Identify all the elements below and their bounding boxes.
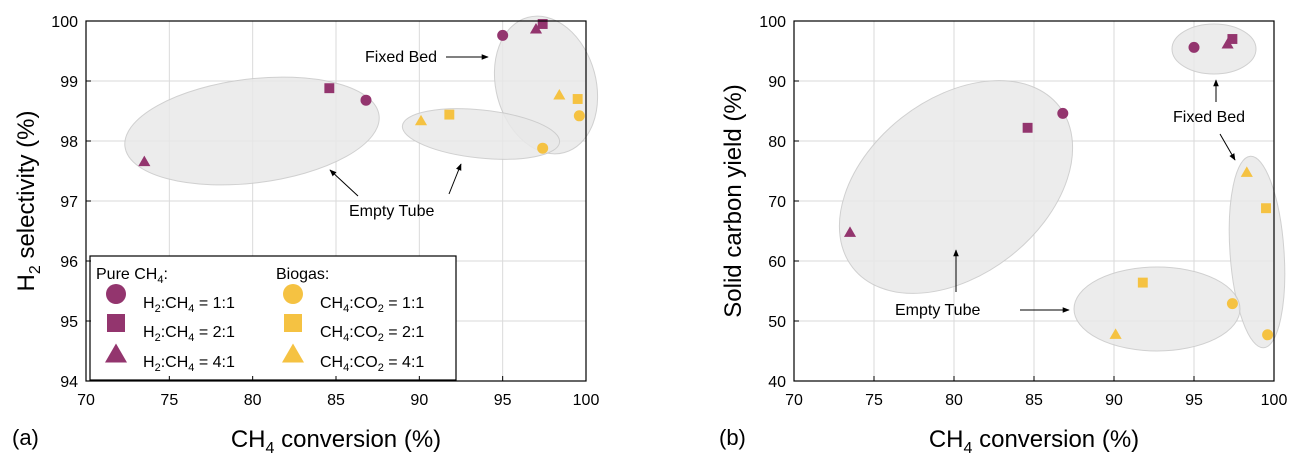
- panel-a-point-square-purple: [324, 83, 335, 94]
- panel-a-point-triangle-yellow: [414, 114, 428, 126]
- panel-b-point-triangle-purple: [1221, 38, 1234, 49]
- panel-a-xtick-label: 85: [327, 392, 345, 409]
- panel-b-xlabel: CH4 conversion (%): [929, 426, 1139, 455]
- ellipse-fixed-bed-b: [1171, 23, 1257, 75]
- panel-a-point-triangle-yellow: [553, 89, 566, 100]
- panel-a-xtick-label: 95: [494, 392, 512, 409]
- arrow-fixed-bed-b-down: [1219, 133, 1236, 161]
- panel-b-point-square-yellow: [1261, 203, 1271, 214]
- panel-a: Fixed Bed Empty Tube Pure CH4: Biogas: H…: [12, 14, 599, 455]
- panel-b-ytick-label: 50: [768, 314, 786, 331]
- annotation-fixed-bed-b: Fixed Bed: [1173, 109, 1245, 126]
- panel-a-ytick-label: 97: [60, 194, 78, 211]
- panel-a-point-triangle-purple: [138, 155, 151, 167]
- panel-b-ylabel: Solid carbon yield (%): [720, 84, 747, 317]
- legend-label-h2ch4-2-1: H2:CH4 = 2:1: [143, 324, 235, 344]
- panel-a-ylabel: H2 selectivity (%): [13, 111, 44, 292]
- panel-a-ytick-label: 96: [60, 254, 78, 271]
- panel-a-point-square-purple: [537, 19, 548, 29]
- panel-b-point-circle-yellow: [1226, 298, 1238, 310]
- panel-b-ytick-label: 90: [768, 74, 786, 91]
- panel-b-xtick-label: 75: [865, 392, 883, 409]
- legend-markers: [105, 284, 304, 363]
- panel-b-xtick-label: 70: [785, 392, 803, 409]
- arrow-empty-tube-a-right: [448, 163, 462, 195]
- panel-a-point-square-yellow: [444, 109, 455, 120]
- panel-b-xtick-label: 95: [1185, 392, 1203, 409]
- panel-b-ytick-label: 60: [768, 254, 786, 271]
- panel-a-ellipses: [124, 15, 599, 186]
- legend-label-h2ch4-1-1: H2:CH4 = 1:1: [143, 295, 235, 315]
- legend-biogas-header: Biogas:: [276, 266, 329, 283]
- panel-b-point-triangle-yellow: [1109, 328, 1122, 339]
- panel-a-point-circle-yellow: [537, 142, 549, 154]
- panel-b-point-circle-yellow: [1262, 329, 1274, 341]
- legend-marker-square-purple: [107, 314, 125, 332]
- panel-b-xtick-label: 90: [1105, 392, 1123, 409]
- panel-a-point-square-yellow: [572, 94, 583, 104]
- legend-marker-triangle-yellow: [282, 343, 304, 363]
- panel-b-point-circle-purple: [1188, 41, 1200, 53]
- legend: Pure CH4: Biogas: H2:CH4 = 1:1 H2:CH4 = …: [89, 255, 457, 381]
- panel-a-ytick-label: 100: [51, 14, 78, 31]
- panel-b-xtick-label: 85: [1025, 392, 1043, 409]
- panel-a-point-circle-yellow: [573, 110, 585, 122]
- panel-a-point-circle-purple: [497, 29, 509, 41]
- panel-a-ytick-label: 94: [60, 374, 78, 391]
- legend-label-h2ch4-4-1: H2:CH4 = 4:1: [143, 354, 235, 374]
- annotation-empty-tube-b: Empty Tube: [895, 302, 980, 319]
- panel-b-points: [843, 34, 1274, 341]
- panel-b-xtick-label: 80: [945, 392, 963, 409]
- panel-b-point-circle-purple: [1057, 107, 1069, 119]
- arrow-empty-tube-a-left: [329, 169, 359, 197]
- legend-marker-triangle-purple: [105, 343, 127, 363]
- ellipse-empty-tube-b-right: [1073, 266, 1241, 352]
- annotation-empty-tube-a: Empty Tube: [349, 203, 434, 220]
- panel-b-ytick-label: 40: [768, 374, 786, 391]
- legend-marker-square-yellow: [284, 314, 302, 332]
- panel-b-ytick-label: 70: [768, 194, 786, 211]
- panel-b-label: (b): [719, 425, 746, 450]
- panel-b-point-triangle-purple: [843, 226, 857, 237]
- panel-a-xlabel: CH4 conversion (%): [231, 426, 441, 455]
- panel-a-point-triangle-purple: [529, 23, 543, 34]
- panel-b-point-triangle-yellow: [1240, 166, 1253, 177]
- panel-a-xtick-label: 70: [77, 392, 95, 409]
- panel-b-ticks: 70 75 80 85 90 95 100 40 50 60 70 80 90 100: [759, 14, 1287, 409]
- ellipse-empty-tube-b-left: [838, 80, 1074, 294]
- panel-a-xtick-label: 100: [573, 392, 600, 409]
- legend-box: [89, 255, 457, 381]
- legend-pure-header: Pure CH4:: [96, 266, 168, 286]
- panel-a-label: (a): [12, 425, 39, 450]
- legend-marker-circle-yellow: [283, 284, 303, 304]
- panel-b-xtick-label: 100: [1261, 392, 1288, 409]
- panel-a-xtick-label: 75: [160, 392, 178, 409]
- legend-marker-circle-purple: [106, 284, 126, 304]
- panel-b-ellipses: [838, 23, 1286, 352]
- panel-b-point-square-purple: [1227, 34, 1238, 44]
- panel-b: Fixed Bed Empty Tube 70 75 80 85 90 95 100 40 50…: [719, 14, 1287, 455]
- panel-a-ytick-label: 95: [60, 314, 78, 331]
- ellipse-empty-tube-a-left: [124, 76, 380, 186]
- panel-b-point-square-purple: [1022, 122, 1033, 133]
- panel-a-ytick-label: 98: [60, 134, 78, 151]
- ellipse-empty-tube-a-right: [401, 108, 561, 160]
- panel-a-xtick-label: 80: [244, 392, 262, 409]
- panel-a-point-circle-purple: [360, 94, 372, 106]
- panel-a-ytick-label: 99: [60, 74, 78, 91]
- panel-a-xtick-label: 90: [410, 392, 428, 409]
- panel-a-points: [138, 19, 585, 167]
- panel-b-point-square-yellow: [1137, 277, 1148, 288]
- annotation-fixed-bed-a: Fixed Bed: [365, 49, 437, 66]
- panel-b-ytick-label: 80: [768, 134, 786, 151]
- panel-b-ytick-label: 100: [759, 14, 786, 31]
- panel-a-ticks: 70 75 80 85 90 95 100 94 95 96 97 98 99 100: [51, 14, 599, 409]
